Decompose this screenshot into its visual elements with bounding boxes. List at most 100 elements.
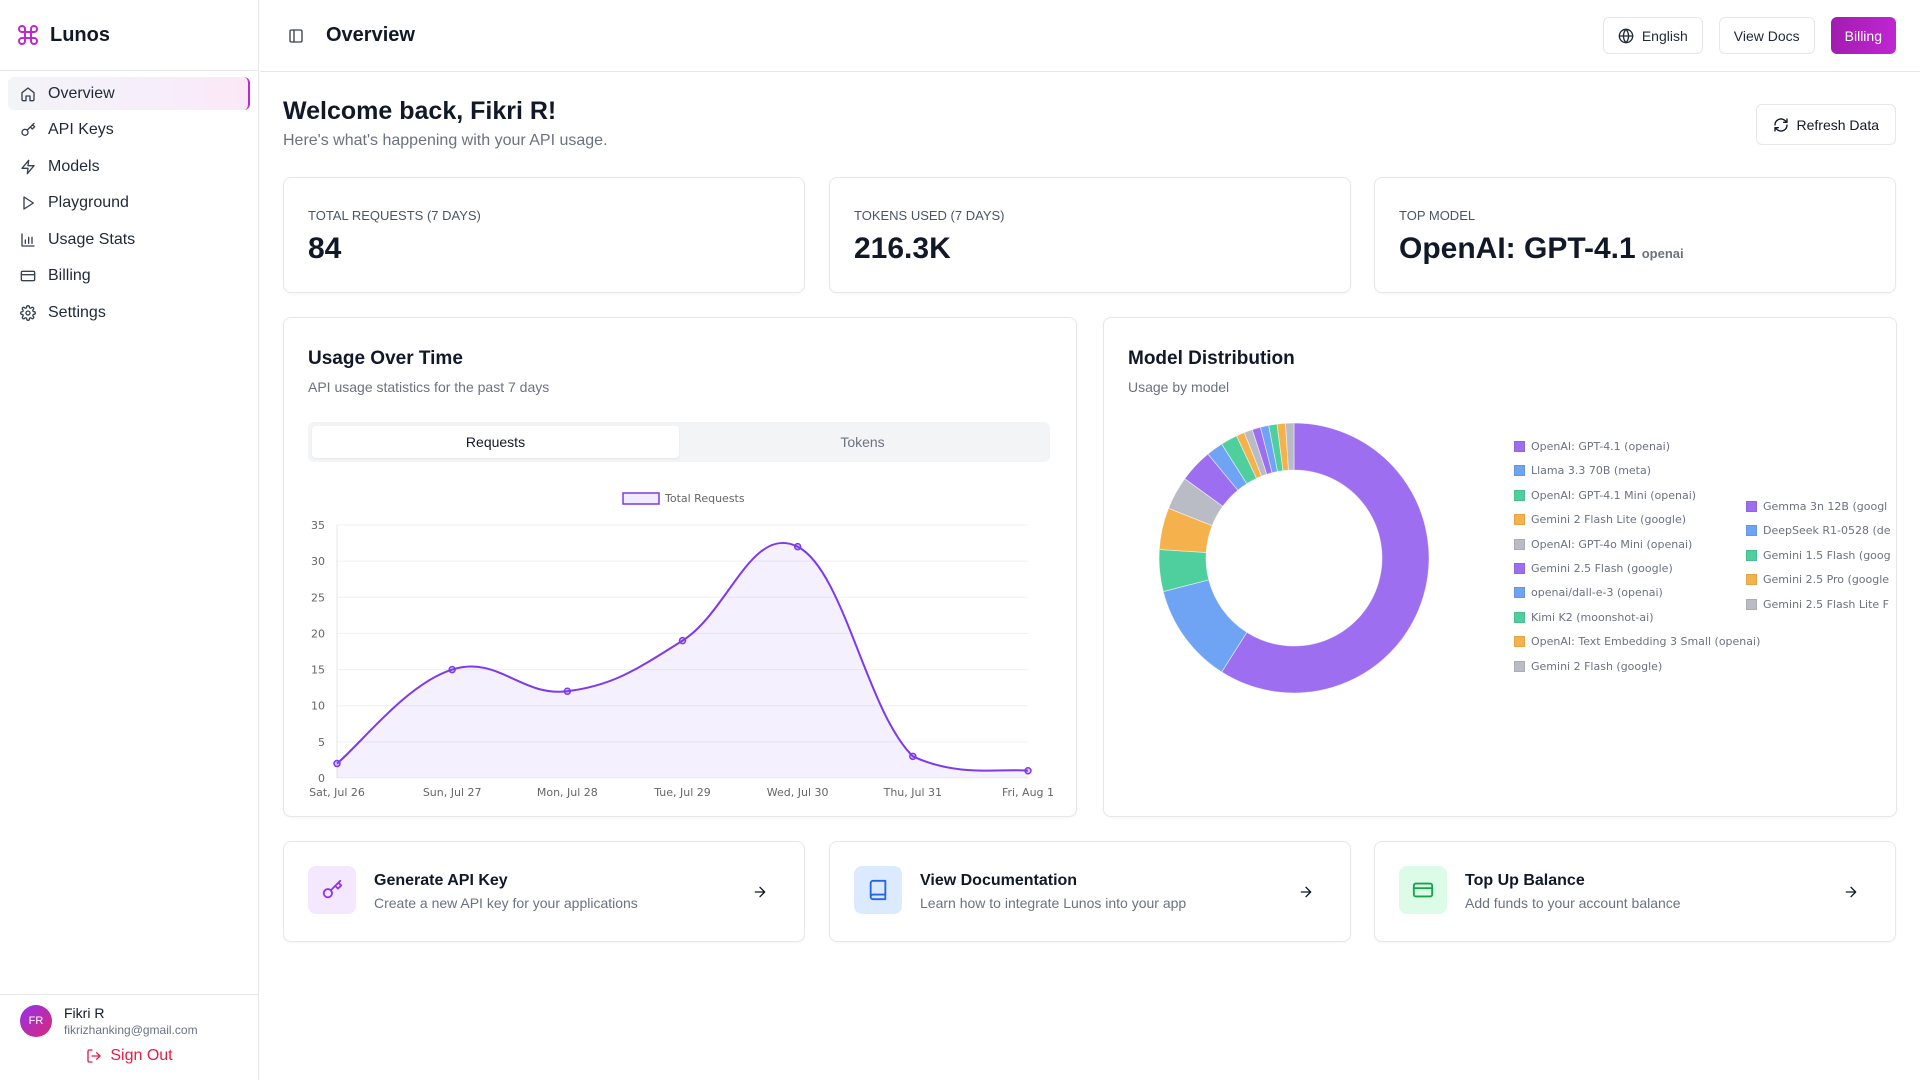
arrow-right-icon: [1845, 886, 1857, 898]
legend-label: OpenAI: GPT-4.1 (openai): [1531, 440, 1671, 453]
y-tick-label: 30: [311, 555, 325, 568]
quick-action-generate-api-key[interactable]: Generate API Key Create a new API key fo…: [283, 841, 805, 942]
stat-label: TOP MODEL: [1399, 208, 1476, 223]
model-donut-chart: [1158, 422, 1430, 694]
avatar[interactable]: FR: [20, 1005, 52, 1037]
sidebar-item-overview[interactable]: Overview: [8, 77, 250, 110]
sidebar-nav: Overview API Keys Models Playground Usag…: [0, 71, 258, 339]
legend-swatch: [1746, 525, 1757, 537]
legend-label: Gemini 1.5 Flash (goog: [1763, 548, 1891, 562]
model-distribution-card: Model Distribution Usage by model OpenAI…: [1103, 317, 1897, 817]
legend-label: OpenAI: GPT-4.1 Mini (openai): [1531, 488, 1697, 502]
data-point[interactable]: [793, 542, 802, 551]
legend-item[interactable]: Gemini 2.5 Flash (google): [1514, 562, 1673, 575]
refresh-icon: [1773, 117, 1788, 132]
legend-swatch: [1746, 549, 1757, 561]
quick-action-top-up-balance[interactable]: Top Up Balance Add funds to your account…: [1374, 841, 1896, 942]
top-model-provider: openai: [1641, 246, 1684, 261]
key-icon: [322, 879, 343, 899]
legend-swatch: [1514, 538, 1525, 550]
qa-title: Generate API Key: [374, 872, 508, 889]
usage-area-chart: 0 5 10 15 20 25 30 35 Sat, Jul 26 Sun, Jul 27 Mon,…: [309, 492, 1054, 798]
user-panel: FR Fikri R fikrizhanking@gmail.com Sign …: [0, 994, 259, 1080]
sign-out-button[interactable]: Sign Out: [20, 1047, 239, 1065]
x-tick-label: Mon, Jul 28: [537, 786, 598, 798]
refresh-label: Refresh Data: [1796, 116, 1879, 133]
legend-label: Kimi K2 (moonshot-ai): [1531, 610, 1654, 624]
legend-item[interactable]: Gemini 1.5 Flash (goog: [1746, 549, 1891, 562]
app-name: Lunos: [50, 23, 110, 46]
data-point[interactable]: [448, 665, 456, 674]
qa-description: Learn how to integrate Lunos into your a…: [920, 895, 1187, 911]
legend-item[interactable]: Gemma 3n 12B (googl: [1746, 500, 1887, 513]
card-description: Usage by model: [1128, 379, 1230, 395]
tab-requests[interactable]: Requests: [312, 426, 679, 458]
legend-item[interactable]: Gemini 2.5 Flash Lite F: [1746, 598, 1889, 611]
y-tick-label: 0: [318, 772, 325, 785]
sidebar-item-playground[interactable]: Playground: [8, 187, 250, 220]
stat-label: TOKENS USED (7 DAYS): [854, 208, 1005, 223]
legend-swatch: [1514, 514, 1525, 526]
legend-swatch: [1514, 489, 1525, 501]
data-point[interactable]: [333, 759, 341, 768]
legend-item[interactable]: OpenAI: GPT-4o Mini (openai): [1514, 538, 1692, 551]
data-point[interactable]: [909, 752, 917, 761]
sidebar-item-billing[interactable]: Billing: [8, 260, 250, 293]
credit-card-icon: [20, 268, 36, 284]
sidebar-item-settings[interactable]: Settings: [8, 297, 250, 330]
language-button[interactable]: English: [1602, 17, 1703, 54]
stat-value: 84: [308, 232, 342, 265]
legend-label: Gemini 2 Flash (google): [1531, 659, 1663, 673]
arrow-right-icon: [1300, 886, 1312, 898]
sidebar-item-label: Billing: [48, 267, 91, 285]
legend-item[interactable]: OpenAI: GPT-4.1 (openai): [1514, 440, 1670, 453]
play-icon: [20, 195, 36, 211]
x-tick-label: Tue, Jul 29: [653, 786, 711, 798]
donut-slice[interactable]: [1221, 422, 1430, 694]
sidebar-item-api-keys[interactable]: API Keys: [8, 114, 250, 147]
legend-item[interactable]: Gemini 2 Flash (google): [1514, 660, 1662, 673]
legend-label: Llama 3.3 70B (meta): [1531, 464, 1652, 478]
legend-swatch: [1514, 587, 1525, 599]
sidebar-item-usage-stats[interactable]: Usage Stats: [8, 223, 250, 256]
legend-item[interactable]: Kimi K2 (moonshot-ai): [1514, 611, 1654, 624]
tab-tokens[interactable]: Tokens: [840, 434, 885, 450]
view-docs-button[interactable]: View Docs: [1718, 17, 1815, 54]
legend-swatch: [1514, 465, 1525, 477]
card-title: Model Distribution: [1128, 348, 1295, 369]
qa-icon-box: [1399, 866, 1447, 914]
user-name: Fikri R: [64, 1005, 105, 1021]
legend-item[interactable]: Gemini 2 Flash Lite (google): [1514, 513, 1686, 526]
refresh-data-button[interactable]: Refresh Data: [1755, 104, 1896, 145]
top-model-name: OpenAI: GPT-4.1: [1399, 232, 1636, 265]
log-out-icon: [87, 1049, 102, 1063]
legend-item[interactable]: Gemini 2.5 Pro (google: [1746, 573, 1889, 586]
legend-item[interactable]: openai/dall-e-3 (openai): [1514, 586, 1663, 599]
data-point[interactable]: [1024, 767, 1032, 775]
welcome-title: Welcome back, Fikri R!: [283, 97, 557, 125]
brand[interactable]: Lunos: [0, 0, 258, 71]
qa-title: Top Up Balance: [1465, 872, 1585, 889]
stat-value: 216.3K: [854, 232, 951, 265]
sidebar-item-models[interactable]: Models: [8, 150, 250, 183]
data-point[interactable]: [563, 687, 572, 696]
donut-slice[interactable]: [1285, 422, 1295, 471]
quick-action-view-documentation[interactable]: View Documentation Learn how to integrat…: [829, 841, 1351, 942]
stat-label: TOTAL REQUESTS (7 DAYS): [308, 208, 481, 223]
credit-card-icon: [1412, 882, 1434, 898]
legend-item[interactable]: OpenAI: GPT-4.1 Mini (openai): [1514, 489, 1696, 502]
legend-item[interactable]: OpenAI: Text Embedding 3 Small (openai): [1514, 635, 1760, 648]
sidebar-item-label: Usage Stats: [48, 230, 136, 248]
y-tick-label: 15: [311, 664, 325, 677]
billing-button[interactable]: Billing: [1830, 17, 1896, 54]
x-tick-label: Sun, Jul 27: [423, 786, 482, 798]
qa-title: View Documentation: [920, 872, 1078, 889]
sidebar-item-label: API Keys: [48, 121, 114, 139]
legend-item[interactable]: Llama 3.3 70B (meta): [1514, 464, 1651, 477]
sidebar-item-label: Playground: [48, 194, 129, 212]
legend-label: OpenAI: Text Embedding 3 Small (openai): [1531, 635, 1761, 649]
legend-item[interactable]: DeepSeek R1-0528 (de: [1746, 524, 1891, 537]
sidebar-toggle-icon[interactable]: [288, 28, 304, 44]
data-point[interactable]: [678, 636, 687, 645]
sidebar: Lunos Overview API Keys Models Playgroun…: [0, 0, 259, 1080]
